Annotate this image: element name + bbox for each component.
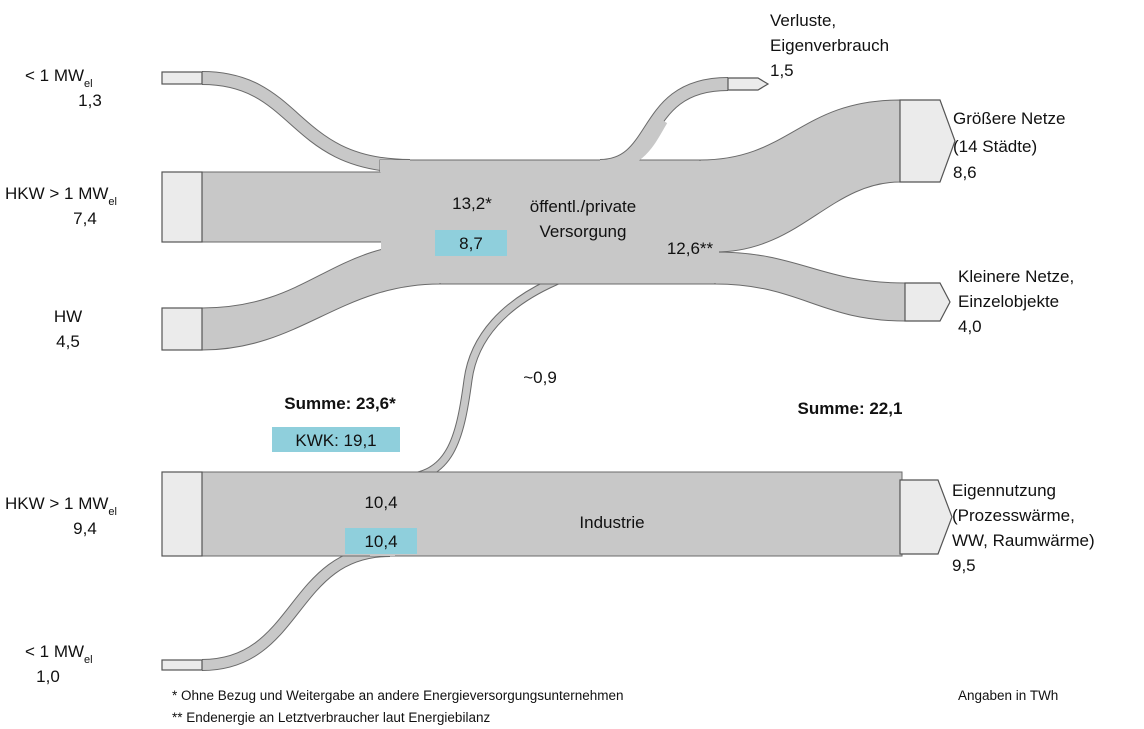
sink-value: 8,6 bbox=[953, 163, 977, 182]
kwk-box bbox=[435, 230, 507, 256]
sink-label: (Prozesswärme, bbox=[952, 506, 1075, 525]
hub-total: 10,4 bbox=[364, 493, 397, 512]
source-label: HW bbox=[54, 307, 82, 326]
unit-note: Angaben in TWh bbox=[958, 688, 1058, 703]
sink-value: 1,5 bbox=[770, 61, 794, 80]
sink-label: WW, Raumwärme) bbox=[952, 531, 1095, 550]
hub-name: Versorgung bbox=[540, 222, 627, 241]
sum-kwk: KWK: 19,1 bbox=[295, 431, 376, 450]
wide-flows bbox=[201, 99, 906, 557]
source-label: HKW > 1 MWel bbox=[5, 494, 117, 518]
sink-label: Eigenverbrauch bbox=[770, 36, 889, 55]
sink-label: Eigennutzung bbox=[952, 481, 1056, 500]
source-value: 1,0 bbox=[36, 667, 60, 686]
hub-kwk: 8,7 bbox=[459, 234, 483, 253]
hub-name: Industrie bbox=[579, 513, 644, 532]
hub-total: 13,2* bbox=[452, 194, 492, 213]
hub-kwk: 10,4 bbox=[364, 532, 397, 551]
source-label: < 1 MWel bbox=[25, 642, 93, 666]
node-boxes bbox=[161, 71, 956, 671]
source-value: 9,4 bbox=[73, 519, 97, 538]
hub-output: 12,6** bbox=[667, 239, 714, 258]
hub-name: öffentl./private bbox=[530, 197, 636, 216]
sink-value: 4,0 bbox=[958, 317, 982, 336]
source-label: HKW > 1 MWel bbox=[5, 184, 117, 208]
footnote: ** Endenergie an Letztverbraucher laut E… bbox=[172, 710, 490, 725]
transfer-value: ~0,9 bbox=[523, 368, 557, 387]
kwk-box bbox=[345, 528, 417, 554]
sink-value: 9,5 bbox=[952, 556, 976, 575]
source-value: 4,5 bbox=[56, 332, 80, 351]
sink-label: Verluste, bbox=[770, 11, 836, 30]
sink-label: Einzelobjekte bbox=[958, 292, 1059, 311]
sink-label: (14 Städte) bbox=[953, 137, 1037, 156]
kwk-box bbox=[272, 427, 400, 452]
sum-right: Summe: 22,1 bbox=[798, 399, 903, 418]
sink-label: Kleinere Netze, bbox=[958, 267, 1074, 286]
footnote: * Ohne Bezug und Weitergabe an andere En… bbox=[172, 688, 624, 703]
source-value: 7,4 bbox=[73, 209, 97, 228]
sum-left: Summe: 23,6* bbox=[284, 394, 396, 413]
source-value: 1,3 bbox=[78, 91, 102, 110]
sink-label: Größere Netze bbox=[953, 109, 1065, 128]
source-label: < 1 MWel bbox=[25, 66, 93, 90]
